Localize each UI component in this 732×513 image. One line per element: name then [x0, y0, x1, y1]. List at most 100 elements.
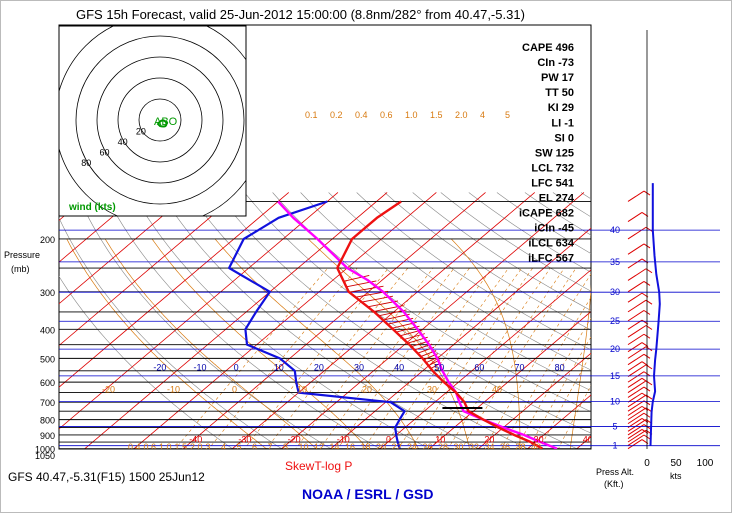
isotherm-line	[618, 192, 732, 455]
wind-barb	[627, 392, 643, 403]
moist-adiabat-line	[66, 238, 268, 449]
mixing-ratio-bottom-label: 34	[485, 442, 495, 452]
wind-barb	[627, 407, 647, 421]
pressure-tick-label: 700	[40, 398, 55, 408]
theta-label: 50	[434, 363, 444, 373]
wind-barb	[627, 364, 647, 378]
footer-skewt-title: SkewT-log P	[285, 459, 352, 473]
wind-barb	[627, 380, 647, 393]
wind-barb	[627, 429, 647, 443]
mixing-ratio-label: 4	[480, 110, 485, 120]
hodograph-trace	[156, 119, 168, 128]
mixing-ratio-line	[539, 353, 591, 449]
mixing-ratio-bottom-label: 36	[500, 442, 510, 452]
mixing-ratio-label: 1.5	[430, 110, 443, 120]
isotherm-label: 20	[484, 435, 494, 445]
stability-index: LCL 732	[531, 162, 574, 174]
mixing-ratio-bottom-label: 40	[531, 442, 541, 452]
mixing-ratio-bottom-label: 2.0	[190, 442, 203, 452]
theta-label: 80	[555, 363, 565, 373]
stability-index: LFC 541	[531, 177, 574, 189]
mixing-ratio-bottom-label: 28	[438, 442, 448, 452]
height-tick-label: 35	[610, 257, 620, 267]
wind-speed-tick: 100	[697, 458, 714, 469]
theta-label: -10	[194, 363, 207, 373]
mixing-ratio-label: 0.2	[330, 110, 343, 120]
hodograph-ring	[117, 77, 203, 163]
mixing-ratio-bottom-label: 30	[454, 442, 464, 452]
mixing-ratio-label: 0.1	[305, 110, 318, 120]
wind-barb	[627, 292, 643, 303]
theta-label: 40	[394, 363, 404, 373]
mixing-ratio-bottom-label: 16	[345, 442, 355, 452]
dry-adiabat-line	[328, 192, 591, 371]
wind-barb	[627, 342, 643, 353]
stability-index: TT 50	[545, 87, 574, 99]
theta-e-label: 30	[427, 384, 437, 394]
moist-adiabat-line	[214, 238, 420, 449]
footer-location: GFS 40.47,-5.31(F15) 1500 25Jun12	[8, 470, 205, 484]
height-tick-label: 25	[610, 316, 620, 326]
mixing-ratio-label: 0.6	[380, 110, 393, 120]
height-tick-label: 15	[610, 371, 620, 381]
theta-label: 30	[354, 363, 364, 373]
mixing-ratio-bottom-label: 22	[392, 442, 402, 452]
kts-label: kts	[670, 471, 682, 481]
wind-barb	[627, 412, 645, 425]
wind-barb	[627, 386, 645, 398]
moist-adiabat-line	[104, 238, 318, 449]
hodograph-label: wind (kts)	[68, 202, 116, 213]
theta-label: -20	[153, 363, 166, 373]
dry-adiabat-line	[440, 192, 591, 292]
hodograph-ring	[75, 35, 245, 205]
pressure-tick-label: 800	[40, 416, 55, 426]
wind-barb	[627, 258, 643, 269]
wind-barb	[627, 346, 647, 359]
wind-barb	[627, 319, 643, 330]
wind-barb	[627, 353, 645, 366]
mixing-ratio-label: 2.0	[455, 110, 468, 120]
isotherm-line	[668, 192, 732, 455]
isotherm-label: -10	[337, 435, 350, 445]
stability-index: iLFC 567	[528, 253, 574, 265]
mixing-ratio-bottom-label: 38	[516, 442, 526, 452]
stability-index: EL 274	[539, 193, 575, 205]
mixing-ratio-bottom-label: 20	[376, 442, 386, 452]
pressure-tick-label: 300	[40, 288, 55, 298]
wind-barb	[627, 299, 647, 313]
temperature-profile	[336, 200, 543, 449]
wind-barb	[627, 280, 645, 293]
moist-adiabats	[66, 238, 591, 449]
wind-barb	[627, 419, 647, 432]
height-tick-label: 20	[610, 344, 620, 354]
mixing-ratio-line	[501, 296, 591, 449]
mixing-ratio-bottom-label: 8	[283, 442, 288, 452]
theta-e-label: 40	[492, 384, 502, 394]
isotherm-label: 10	[435, 435, 445, 445]
wind-barb	[627, 434, 645, 446]
isotherm-label: -20	[288, 435, 301, 445]
mixing-ratio-bottom-label: 0.6	[144, 442, 157, 452]
wind-barb	[627, 190, 645, 202]
press-alt-label: Press Alt.	[596, 467, 634, 477]
wind-barb	[627, 371, 645, 383]
diagram-labels: -40 -30 -20 -10 0 10 20 30 40-20 -10 0 10 20 30 40 50 60…	[102, 110, 591, 452]
wind-barb	[627, 418, 643, 428]
stability-index: CIn -73	[537, 57, 574, 69]
height-tick-label: 1	[612, 441, 617, 451]
height-tick-label: 30	[610, 287, 620, 297]
mixing-ratio-bottom-label: 1.5	[175, 442, 188, 452]
wind-barbs	[627, 190, 653, 450]
wind-barb	[627, 377, 643, 388]
wind-barb	[627, 400, 645, 412]
isotherm-label: 0	[386, 435, 391, 445]
pressure-axis-unit: (mb)	[11, 264, 30, 274]
wind-barb	[627, 429, 643, 439]
stability-index: PW 17	[541, 72, 574, 84]
stability-index: KI 29	[548, 102, 574, 114]
chart-title: GFS 15h Forecast, valid 25-Jun-2012 15:0…	[76, 7, 525, 22]
moist-adiabat-line	[151, 238, 369, 449]
